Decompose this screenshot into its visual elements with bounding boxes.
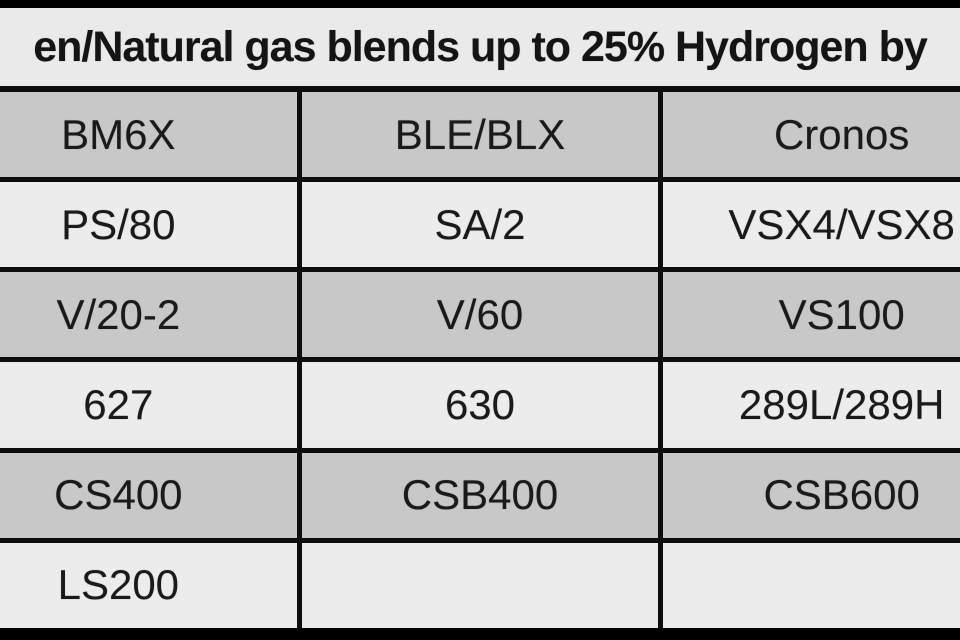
table-cell: SA/2 [301,182,659,268]
table-cell: VS100 [663,272,960,358]
table-cell [301,542,659,628]
model-compatibility-table: en/Natural gas blends up to 25% Hydrogen… [0,8,960,628]
table-cell: LS200 [0,542,297,628]
table-cell: CS400 [0,452,297,538]
table-cell: CSB600 [663,452,960,538]
table-cell: VSX4/VSX8 [663,182,960,268]
table-title: en/Natural gas blends up to 25% Hydrogen… [33,22,928,71]
table-cell: 627 [0,362,297,448]
table-cell: V/60 [301,272,659,358]
table-title-row: en/Natural gas blends up to 25% Hydrogen… [0,8,960,86]
table-cell: BLE/BLX [301,92,659,178]
table-cell: CSB400 [301,452,659,538]
table-cell: V/20-2 [0,272,297,358]
table-cell: PS/80 [0,182,297,268]
table-cell [663,542,960,628]
table-cell: 289L/289H [663,362,960,448]
table-cell: Cronos [663,92,960,178]
table-grid: BM6X BLE/BLX Cronos PS/80 SA/2 VSX4/VSX8… [0,86,960,628]
table-cell: 630 [301,362,659,448]
table-cell: BM6X [0,92,297,178]
